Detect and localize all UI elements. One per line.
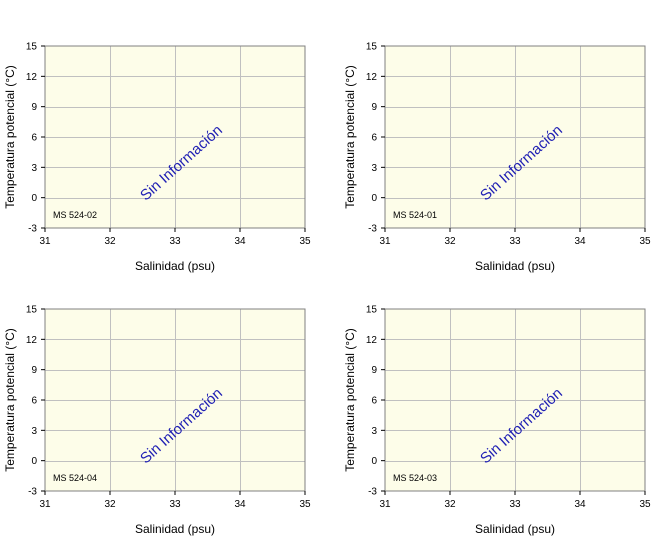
y-tick-label: 15	[366, 42, 378, 53]
x-tick-label: 34	[574, 499, 586, 510]
x-tick-label: 31	[379, 499, 391, 510]
station-label: MS 524-04	[53, 473, 97, 483]
x-axis-title: Salinidad (psu)	[475, 522, 555, 536]
x-tick-label: 35	[639, 499, 651, 510]
y-tick-label: 0	[371, 193, 377, 204]
x-tick-label: 33	[509, 499, 521, 510]
y-axis-title: Temperatura potencial (°C)	[343, 65, 357, 209]
x-tick-label: 32	[444, 236, 456, 247]
x-axis-title: Salinidad (psu)	[475, 259, 555, 273]
x-tick-label: 32	[104, 499, 116, 510]
y-tick-label: 15	[26, 42, 38, 53]
y-tick-label: 6	[31, 133, 37, 144]
x-tick-label: 35	[299, 499, 311, 510]
y-tick-label: -3	[368, 487, 377, 498]
x-axis-title: Salinidad (psu)	[135, 259, 215, 273]
y-tick-label: 6	[371, 133, 377, 144]
y-tick-label: 9	[371, 102, 377, 113]
x-tick-label: 32	[104, 236, 116, 247]
y-tick-label: 15	[366, 305, 378, 316]
y-tick-label: 0	[31, 193, 37, 204]
x-tick-label: 34	[234, 236, 246, 247]
y-tick-label: 3	[371, 426, 377, 437]
y-tick-label: -3	[28, 224, 37, 235]
y-tick-label: 12	[26, 72, 38, 83]
y-tick-label: 12	[366, 72, 378, 83]
station-label: MS 524-01	[393, 210, 437, 220]
y-tick-label: -3	[28, 487, 37, 498]
y-tick-label: 9	[31, 365, 37, 376]
chart-panel-4: 31 32 33 34 35 -3 0 3 6 9 12 15 Salinidad (psu) Tempe…	[343, 305, 651, 537]
station-label: MS 524-02	[53, 210, 97, 220]
y-axis-title: Temperatura potencial (°C)	[3, 328, 17, 472]
y-axis-title: Temperatura potencial (°C)	[3, 65, 17, 209]
x-tick-label: 33	[169, 499, 181, 510]
y-tick-label: 9	[31, 102, 37, 113]
y-tick-label: 3	[31, 426, 37, 437]
chart-panel-1: 31 32 33 34 35 -3 0 3 6 9 12 15 Salinidad (psu) Tempe…	[3, 42, 311, 274]
chart-panel-2: 31 32 33 34 35 -3 0 3 6 9 12 15 Salinidad (psu) Tempe…	[343, 42, 651, 274]
y-axis-title: Temperatura potencial (°C)	[343, 328, 357, 472]
x-tick-label: 31	[379, 236, 391, 247]
y-tick-label: -3	[368, 224, 377, 235]
x-tick-label: 34	[234, 499, 246, 510]
x-tick-label: 33	[169, 236, 181, 247]
y-tick-label: 3	[371, 163, 377, 174]
y-tick-label: 0	[31, 456, 37, 467]
x-tick-label: 35	[299, 236, 311, 247]
y-tick-label: 3	[31, 163, 37, 174]
x-tick-label: 31	[39, 236, 51, 247]
y-tick-label: 6	[31, 396, 37, 407]
x-tick-label: 34	[574, 236, 586, 247]
x-tick-label: 31	[39, 499, 51, 510]
y-tick-label: 6	[371, 396, 377, 407]
station-label: MS 524-03	[393, 473, 437, 483]
x-tick-label: 33	[509, 236, 521, 247]
x-tick-label: 32	[444, 499, 456, 510]
y-tick-label: 0	[371, 456, 377, 467]
x-axis-title: Salinidad (psu)	[135, 522, 215, 536]
y-tick-label: 12	[366, 335, 378, 346]
y-tick-label: 9	[371, 365, 377, 376]
y-tick-label: 12	[26, 335, 38, 346]
y-tick-label: 15	[26, 305, 38, 316]
x-tick-label: 35	[639, 236, 651, 247]
chart-panel-3: 31 32 33 34 35 -3 0 3 6 9 12 15 Salinidad (psu) Tempe…	[3, 305, 311, 537]
